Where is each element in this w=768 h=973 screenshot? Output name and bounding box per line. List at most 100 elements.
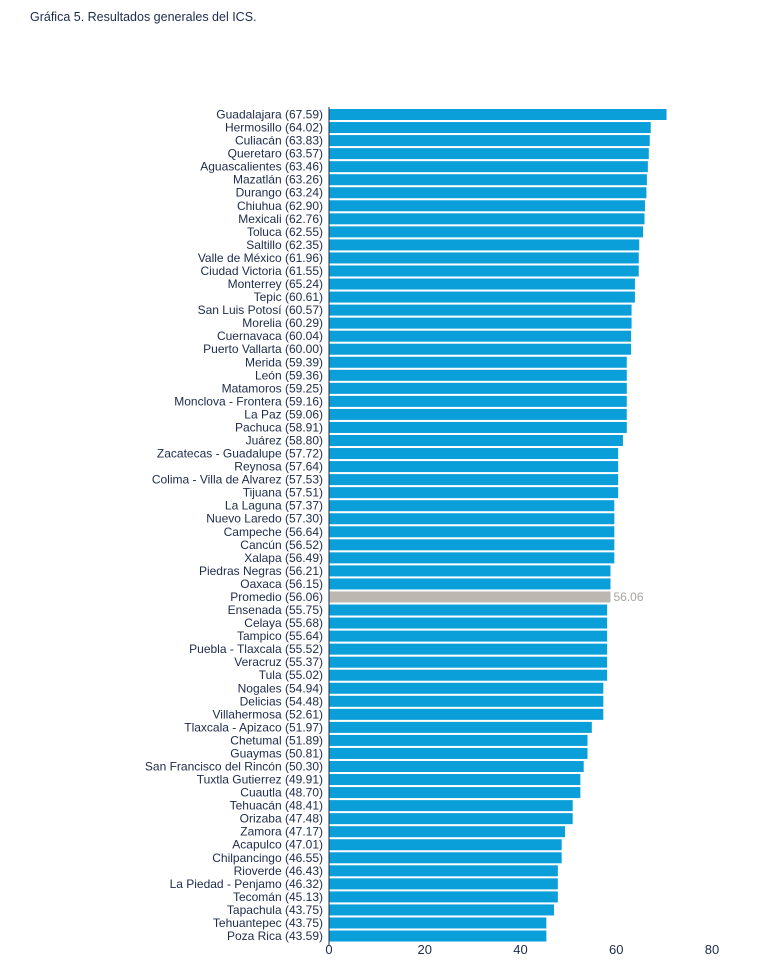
- bar-14: [329, 291, 635, 303]
- bar-17: [329, 330, 632, 342]
- bar-61: [329, 904, 555, 916]
- category-label: Zamora (47.17): [240, 825, 323, 839]
- category-label: Mazatlán (63.26): [233, 173, 323, 187]
- highlight-value-label: 56.06: [614, 590, 644, 604]
- category-label: Puerto Vallarta (60.00): [203, 342, 323, 356]
- bar-12: [329, 265, 639, 277]
- category-label: Saltillo (62.35): [246, 238, 323, 252]
- category-label: Orizaba (47.48): [240, 812, 323, 826]
- category-label: Queretaro (63.57): [228, 147, 323, 161]
- category-label: Reynosa (57.64): [234, 460, 323, 474]
- bar-7: [329, 200, 645, 212]
- bar-51: [329, 774, 581, 786]
- bar-43: [329, 669, 608, 681]
- category-label: San Francisco del Rincón (50.30): [145, 760, 323, 774]
- bar-50: [329, 761, 584, 772]
- bar-60: [329, 891, 558, 903]
- category-label: Ciudad Victoria (61.55): [200, 264, 323, 278]
- bar-21: [329, 382, 627, 394]
- bar-19: [329, 356, 627, 368]
- bar-34: [329, 552, 615, 564]
- bar-35: [329, 565, 611, 577]
- category-label: Veracruz (55.37): [234, 655, 323, 669]
- bar-62: [329, 917, 547, 929]
- bar-55: [329, 826, 566, 838]
- category-label: Mexicali (62.76): [238, 212, 323, 226]
- category-label: Tecomán (45.13): [233, 890, 323, 904]
- x-tick-label: 20: [418, 942, 432, 957]
- category-label: Monclova - Frontera (59.16): [174, 394, 323, 408]
- category-label: Piedras Negras (56.21): [199, 564, 323, 578]
- bar-36: [329, 578, 611, 590]
- category-label: La Piedad - Penjamo (46.32): [170, 877, 323, 891]
- bar-26: [329, 448, 619, 460]
- category-label: Tuxtla Gutierrez (49.91): [197, 773, 323, 787]
- bar-56: [329, 839, 562, 851]
- bar-58: [329, 865, 558, 877]
- category-label: Tehuantepec (43.75): [213, 916, 323, 930]
- bar-37: [329, 591, 611, 603]
- category-label: Morelia (60.29): [242, 316, 323, 330]
- category-label: Tula (55.02): [259, 668, 323, 682]
- category-label: Rioverde (46.43): [234, 864, 323, 878]
- category-label: Valle de México (61.96): [198, 251, 323, 265]
- category-label: Tepic (60.61): [254, 290, 323, 304]
- bar-0: [329, 109, 667, 120]
- bar-40: [329, 630, 608, 642]
- bar-25: [329, 435, 623, 446]
- category-label: Villahermosa (52.61): [212, 707, 323, 721]
- x-tick-label: 60: [609, 942, 623, 957]
- category-label: Monterrey (65.24): [228, 277, 323, 291]
- category-label: Tehuacán (48.41): [230, 799, 323, 813]
- bar-54: [329, 813, 573, 825]
- category-label: Promedio (56.06): [230, 590, 323, 604]
- bar-42: [329, 656, 608, 668]
- category-label: Tijuana (57.51): [243, 486, 323, 500]
- category-label: Xalapa (56.49): [244, 551, 323, 565]
- category-label: Hermosillo (64.02): [225, 121, 323, 135]
- bar-38: [329, 604, 608, 616]
- bar-32: [329, 526, 615, 538]
- category-label: Durango (63.24): [236, 186, 323, 200]
- bar-47: [329, 721, 592, 733]
- category-label: Chiuhua (62.90): [237, 199, 323, 213]
- bar-41: [329, 643, 608, 655]
- category-label: La Laguna (57.37): [225, 499, 323, 513]
- x-tick-label: 0: [325, 942, 332, 957]
- category-label: León (59.36): [255, 368, 323, 382]
- bar-30: [329, 500, 615, 512]
- category-label: Tampico (55.64): [237, 629, 323, 643]
- bar-1: [329, 122, 651, 134]
- category-label: Juárez (58.80): [246, 434, 323, 448]
- category-label: Aguascalientes (63.46): [200, 160, 323, 174]
- bar-33: [329, 539, 615, 551]
- bar-31: [329, 513, 615, 525]
- category-label: Celaya (55.68): [244, 616, 323, 630]
- category-label: Cancún (56.52): [240, 538, 323, 552]
- category-label: Puebla - Tlaxcala (55.52): [189, 642, 323, 656]
- chart-title: Gráfica 5. Resultados generales del ICS.: [30, 10, 257, 24]
- bar-28: [329, 474, 619, 486]
- bar-52: [329, 787, 581, 799]
- bar-46: [329, 708, 604, 720]
- category-label: Chilpancingo (46.55): [212, 851, 323, 865]
- bar-39: [329, 617, 608, 629]
- category-label: Tapachula (43.75): [227, 903, 323, 917]
- category-label: Poza Rica (43.59): [227, 929, 323, 943]
- bar-9: [329, 226, 644, 238]
- category-label: Nuevo Laredo (57.30): [206, 512, 323, 526]
- bar-49: [329, 747, 588, 759]
- bar-4: [329, 161, 648, 173]
- bar-10: [329, 239, 640, 251]
- bar-27: [329, 461, 619, 473]
- bar-16: [329, 317, 632, 329]
- category-label: Guaymas (50.81): [230, 746, 323, 760]
- bar-13: [329, 278, 635, 290]
- category-label: Culiacán (63.83): [235, 134, 323, 148]
- bar-29: [329, 487, 619, 499]
- category-label: Tlaxcala - Apizaco (51.97): [184, 720, 323, 734]
- category-label: Ensenada (55.75): [228, 603, 323, 617]
- bar-3: [329, 148, 649, 160]
- category-label: Cuernavaca (60.04): [217, 329, 323, 343]
